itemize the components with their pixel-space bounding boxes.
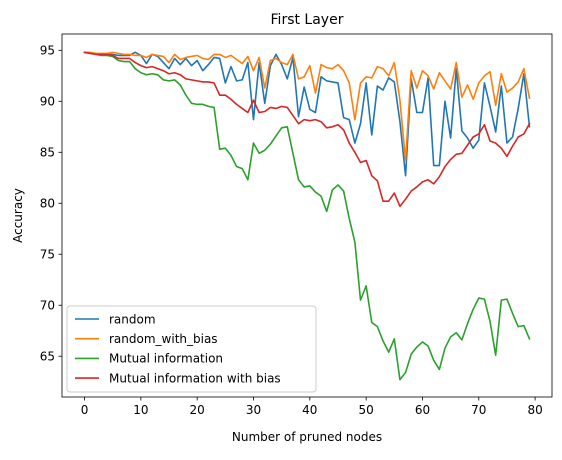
- x-tick-label: 30: [246, 403, 261, 417]
- y-axis-label: Accuracy: [11, 188, 25, 243]
- y-tick-label: 75: [40, 248, 55, 262]
- plot-frame: [61, 33, 553, 398]
- y-tick-label: 95: [40, 44, 55, 58]
- x-tick-label: 40: [302, 403, 317, 417]
- legend-label: Mutual information: [109, 352, 223, 366]
- y-tick-label: 80: [40, 197, 55, 211]
- ticks-layer: 0 10 20 30 40 50 60 70 80 65 70 75 80 85 90 95: [40, 44, 543, 417]
- series-layer: [83, 51, 531, 381]
- x-tick-label: 20: [190, 403, 205, 417]
- y-tick-label: 85: [40, 146, 55, 160]
- series-line-3: [83, 51, 531, 381]
- x-tick-label: 80: [527, 403, 542, 417]
- series-line-2: [83, 51, 531, 162]
- y-tick-label: 90: [40, 95, 55, 109]
- x-tick-label: 70: [471, 403, 486, 417]
- x-tick-label: 60: [415, 403, 430, 417]
- legend-label: Mutual information with bias: [109, 371, 281, 385]
- legend: random random_with_bias Mutual information…: [66, 305, 317, 393]
- legend-label: random: [109, 312, 156, 326]
- y-tick-label: 65: [40, 350, 55, 364]
- x-tick-label: 50: [358, 403, 373, 417]
- y-tick-label: 70: [40, 299, 55, 313]
- legend-label: random_with_bias: [109, 332, 218, 346]
- x-tick-label: 0: [81, 403, 89, 417]
- series-line-4: [83, 51, 531, 208]
- legend-box: [66, 305, 317, 393]
- x-axis-label: Number of pruned nodes: [232, 430, 382, 444]
- chart-title: First Layer: [271, 12, 344, 28]
- x-tick-label: 10: [133, 403, 148, 417]
- series-line-1: [83, 51, 531, 177]
